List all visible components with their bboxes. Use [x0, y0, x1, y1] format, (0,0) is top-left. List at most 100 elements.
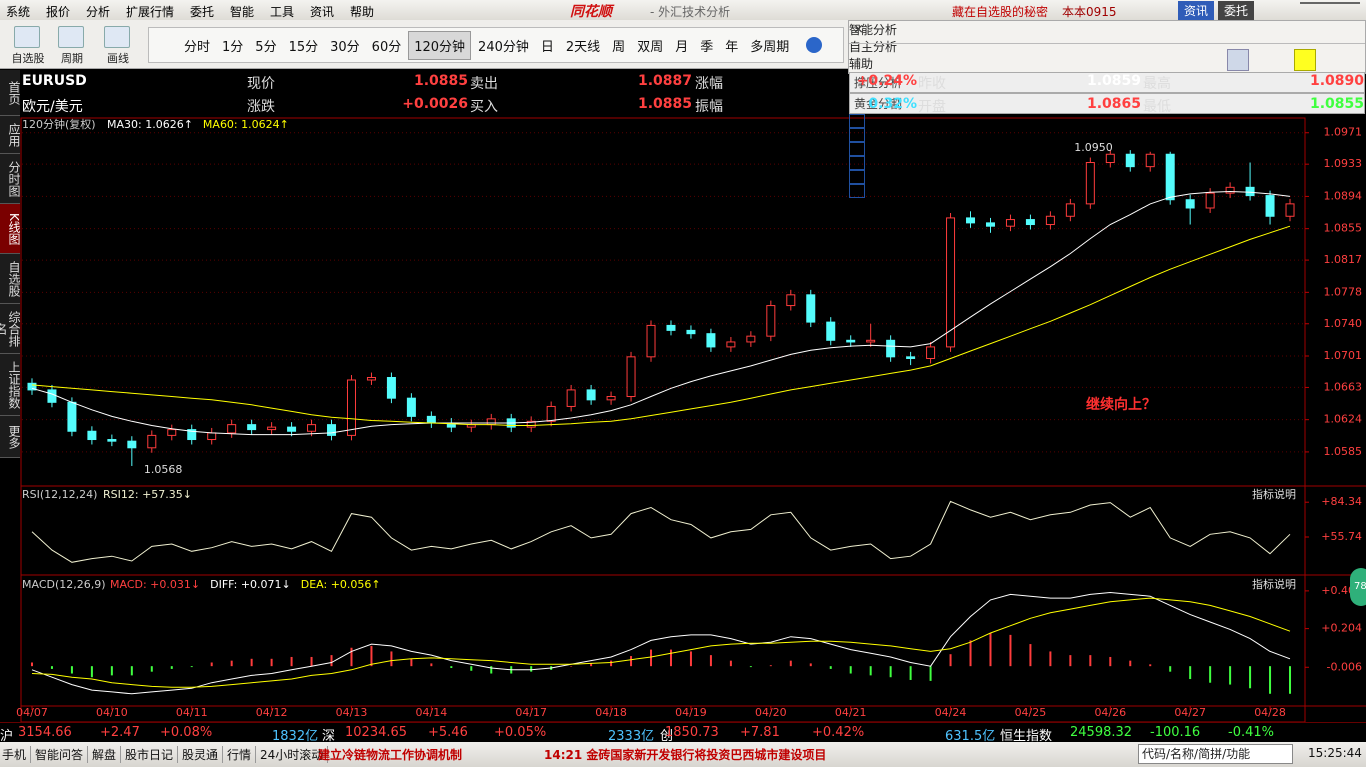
news-tab[interactable]: 24小时滚动 [260, 746, 329, 763]
x-tick-label: 04/25 [1015, 706, 1047, 719]
macd-bar [30, 662, 33, 667]
period-tab[interactable]: 30分 [330, 39, 360, 55]
period-tab[interactable]: 多周期 [750, 39, 790, 55]
macd-bar [350, 647, 353, 667]
quote-label: 涨幅 [695, 76, 723, 92]
draw-tool[interactable] [849, 128, 865, 142]
candle-body [1085, 162, 1095, 205]
sidebar-tab[interactable]: 自选股 [0, 254, 21, 304]
period-tab[interactable]: 15分 [288, 39, 319, 55]
index-name[interactable]: 恒生指数 [1000, 729, 1053, 744]
candle-body [906, 356, 916, 359]
menu-item[interactable]: 资讯 [310, 5, 335, 19]
menu-item[interactable]: 智能 [230, 5, 255, 19]
period-tab[interactable]: 日 [540, 39, 554, 55]
news-tab[interactable]: 手机 [2, 746, 32, 763]
sidebar-tab[interactable]: 首页 [0, 70, 21, 116]
macd-bar [969, 640, 972, 667]
draw-tool[interactable] [849, 184, 865, 198]
close-icon[interactable]: × [853, 22, 864, 37]
period-tab[interactable]: 年 [725, 39, 739, 55]
toolbar-button[interactable]: 自选股 [11, 52, 45, 65]
period-tab[interactable]: 双周 [637, 39, 664, 55]
draw-tool[interactable] [849, 170, 865, 184]
period-tab[interactable]: 月 [675, 39, 689, 55]
help-button[interactable]: 指标说明 [1252, 577, 1296, 591]
sidebar-tab[interactable]: 综合排名 [0, 304, 21, 354]
quote-label: 最高 [1143, 76, 1171, 92]
index-name[interactable]: 创 [660, 729, 674, 744]
period-tab[interactable]: 1分 [222, 39, 244, 55]
menu-item[interactable]: 工具 [270, 5, 295, 19]
menu-item[interactable]: 报价 [46, 5, 71, 19]
macd-bar [250, 658, 253, 667]
trade-button[interactable]: 委托 [1218, 1, 1255, 20]
panel-tab[interactable]: 辅助 [849, 57, 874, 71]
period-tab[interactable]: 5分 [255, 39, 277, 55]
draw-tool[interactable] [849, 142, 865, 156]
candle-body [966, 217, 976, 224]
news-tab[interactable]: 解盘 [92, 746, 122, 763]
sidebar-tab[interactable]: 上证指数 [0, 354, 21, 416]
period-tab[interactable]: 2天线 [565, 39, 601, 55]
menu-item[interactable]: 委托 [190, 5, 215, 19]
panel-tab[interactable]: 自主分析 [849, 40, 898, 54]
candle-body [1225, 186, 1235, 194]
user-name[interactable]: 本本0915 [1062, 5, 1117, 19]
y-tick-label: 1.0855 [1324, 222, 1363, 235]
tool-button[interactable]: 黄金分割 [849, 93, 1365, 114]
toolbar-icon[interactable] [104, 26, 130, 48]
index-name[interactable]: 深 [322, 729, 336, 744]
period-tab[interactable]: 240分钟 [478, 39, 529, 55]
index-volume: 631.5亿 [945, 729, 996, 744]
x-tick-label: 04/12 [256, 706, 288, 719]
menu-item[interactable]: 系统 [6, 5, 31, 19]
macd-bar [150, 666, 153, 672]
float-badge[interactable]: 78 [1350, 568, 1366, 606]
search-box[interactable]: 代码/名称/简拼/功能 [1138, 744, 1293, 764]
symbol: EURUSD [22, 73, 87, 89]
toolbar-button[interactable]: 周期 [61, 52, 83, 65]
pointer-tool[interactable] [1227, 49, 1249, 71]
window-controls[interactable] [1300, 2, 1360, 18]
promo-link[interactable]: 藏在自选股的秘密 [952, 5, 1049, 19]
x-tick-label: 04/27 [1174, 706, 1206, 719]
macd-bar [370, 645, 373, 667]
news-tab[interactable]: 股市日记 [125, 746, 179, 763]
news-tab[interactable]: 行情 [227, 746, 257, 763]
toolbar-icon[interactable] [14, 26, 40, 48]
sidebar-tab[interactable]: 更多 [0, 416, 21, 458]
news-tab[interactable]: 股灵通 [182, 746, 224, 763]
period-tab[interactable]: 120分钟 [408, 30, 472, 60]
candle-body [247, 424, 257, 431]
headline[interactable]: 建立冷链物流工作协调机制 [318, 748, 463, 762]
period-tab[interactable]: 季 [700, 39, 714, 55]
series-line [31, 597, 1291, 688]
macd-bar [1009, 634, 1012, 667]
news-button[interactable]: 资讯 [1178, 1, 1215, 20]
index-name[interactable]: 沪 [0, 729, 14, 744]
period-tab[interactable]: 60分 [371, 39, 402, 55]
help-button[interactable]: 指标说明 [1252, 487, 1296, 501]
menu-item[interactable]: 分析 [86, 5, 111, 19]
menu-item[interactable]: 扩展行情 [126, 5, 175, 19]
tool-button[interactable]: 撑压分析 [849, 72, 1365, 93]
sidebar-tab[interactable]: 分时图 [0, 154, 21, 204]
toolbar-button[interactable]: 画线 [107, 52, 129, 65]
sidebar-tab[interactable]: 应用 [0, 116, 21, 154]
toolbar-icon[interactable] [58, 26, 84, 48]
menu-item[interactable]: 帮助 [350, 5, 375, 19]
period-tab[interactable]: 周 [612, 39, 626, 55]
headline[interactable]: 14:21 金砖国家新开发银行将投资巴西城市建设项目 [544, 748, 827, 762]
period-tab[interactable]: 分时 [184, 39, 211, 55]
menu-bar: 同花顺 - 外汇技术分析 藏在自选股的秘密 本本0915 资讯 委托 系统 报价 分… [0, 0, 1366, 21]
panel-tab[interactable]: 智能分析 [849, 23, 898, 37]
draw-tool[interactable] [849, 114, 865, 128]
settings-gear[interactable] [806, 37, 823, 53]
draw-tool[interactable] [849, 156, 865, 170]
color-swatch[interactable] [1294, 49, 1316, 71]
sidebar-tab[interactable]: K线图 [0, 204, 21, 254]
y-tick-label: 1.0817 [1324, 253, 1363, 266]
news-tab[interactable]: 智能问答 [35, 746, 89, 763]
